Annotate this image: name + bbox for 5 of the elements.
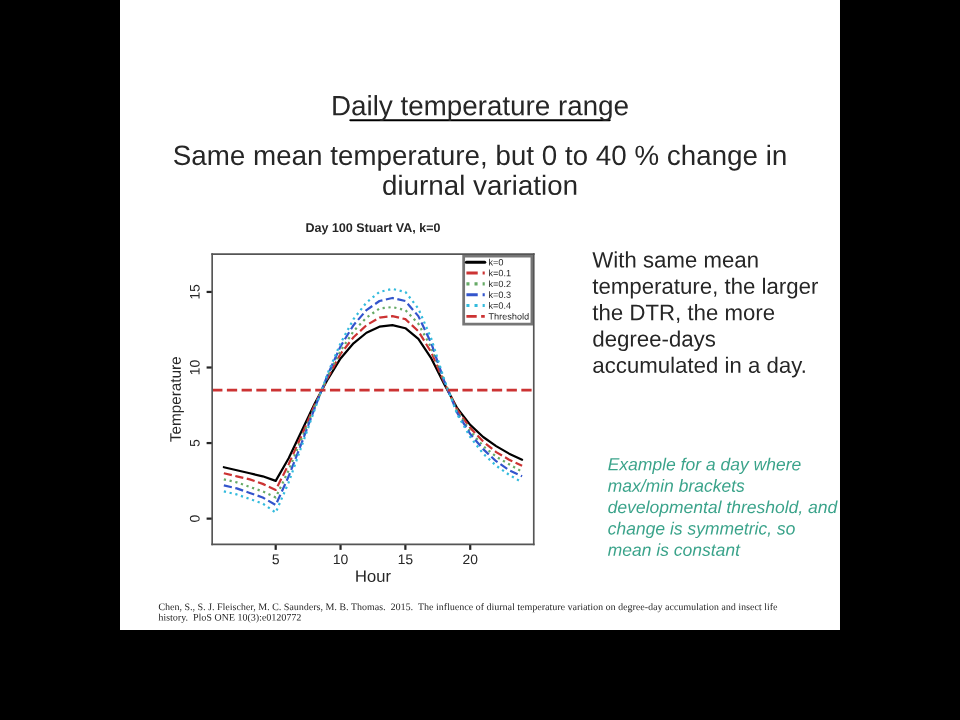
text: Example for a day where max/min brackets developmental threshold, and change is symmetric, so mean is constant [607, 457, 838, 557]
x-axis-title: Hour [356, 570, 391, 583]
text: Same mean temperature, but 0 to 40 % change in diurnal variation [174, 144, 786, 196]
text: Daily temperature range [333, 95, 628, 121]
text: With same mean temperature, the larger the DTR, the more degree-days accumulated in a day. [592, 251, 818, 378]
